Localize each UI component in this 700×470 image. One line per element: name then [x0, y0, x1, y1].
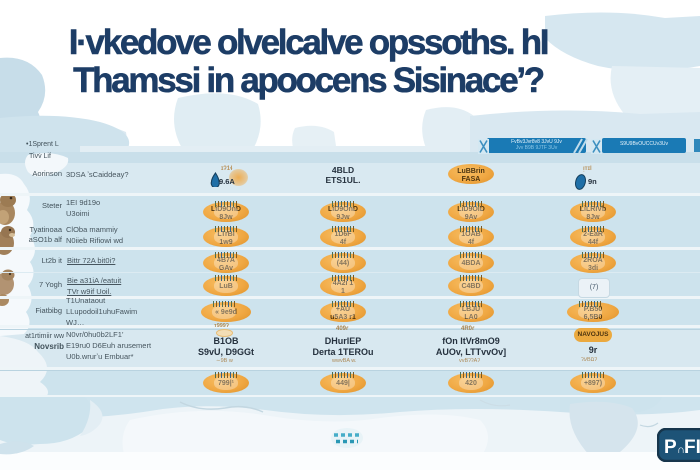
- svg-text:FI: FI: [684, 437, 700, 458]
- svg-text:∩: ∩: [677, 444, 685, 456]
- svg-text:P: P: [664, 437, 677, 458]
